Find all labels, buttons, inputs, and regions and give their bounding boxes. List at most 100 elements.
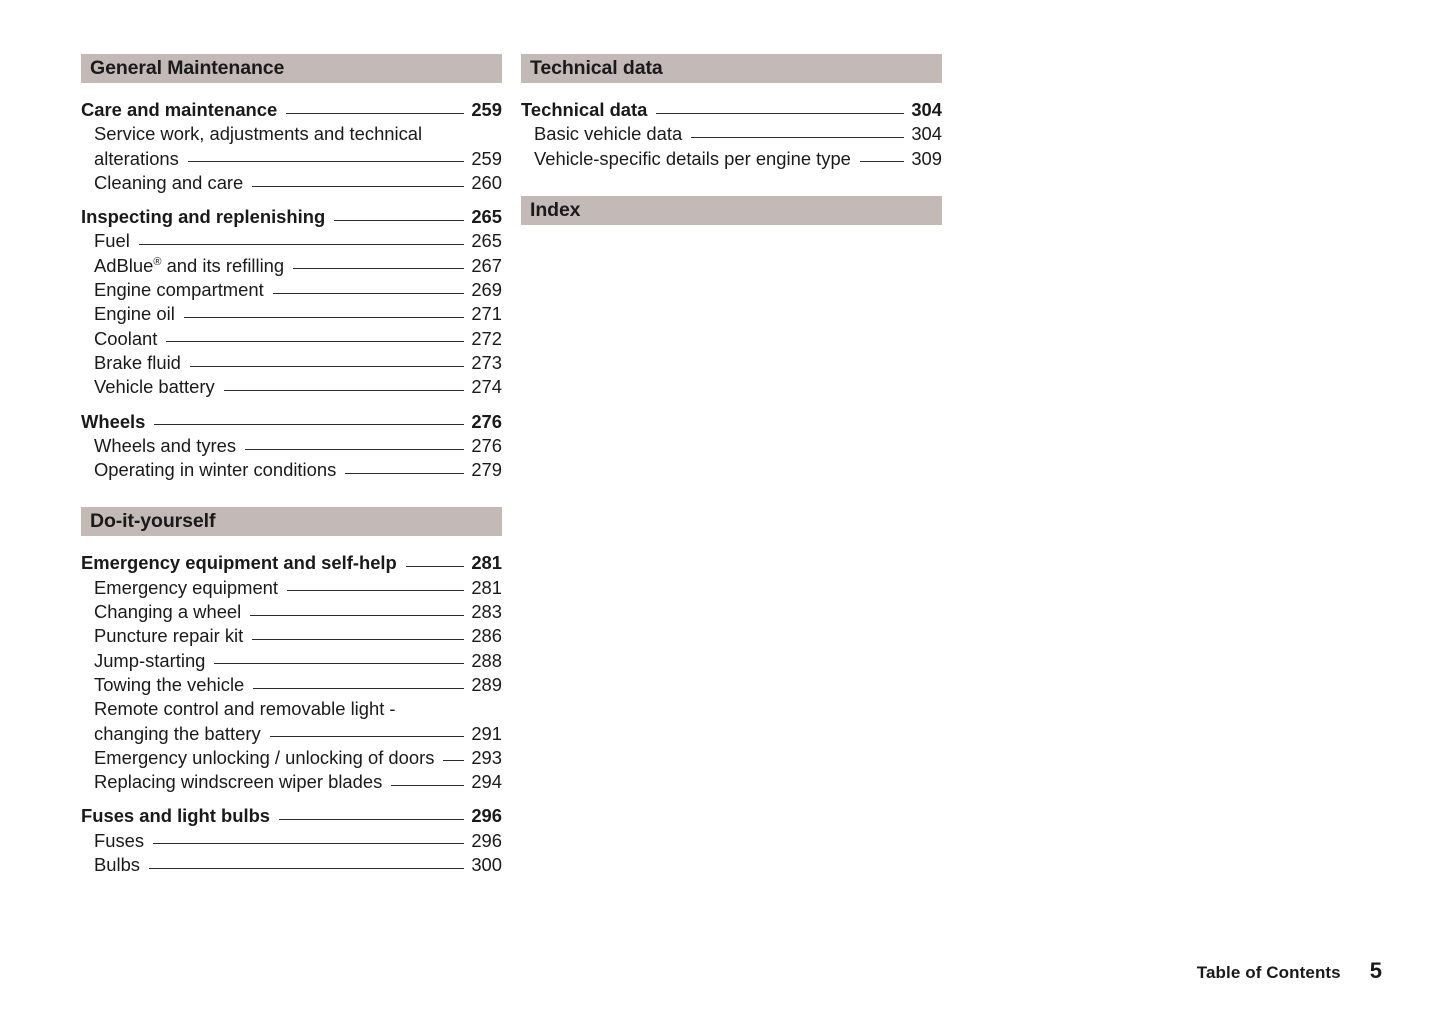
toc-entry-label: Emergency unlocking / unlocking of doors: [94, 746, 435, 768]
toc-chapter-entry[interactable]: Care and maintenance 259: [81, 98, 502, 122]
toc-leader-line: [269, 733, 465, 738]
toc-entry-label: Jump-starting: [94, 649, 206, 671]
toc-leader-line: [149, 865, 465, 869]
toc-entry-wrapped-line[interactable]: Service work, adjustments and technical: [81, 122, 502, 146]
toc-entry-page-number: 267: [471, 254, 502, 276]
toc-topic-entry[interactable]: AdBlue® and its refilling 267: [81, 254, 502, 278]
toc-topic-entry[interactable]: Puncture repair kit 286: [81, 624, 502, 648]
toc-entry-label: Coolant: [94, 327, 158, 349]
toc-leader-line: [223, 387, 465, 391]
toc-entry-label: Fuses and light bulbs: [81, 805, 271, 827]
page-footer: Table of Contents 5: [1197, 958, 1382, 984]
toc-entry-label: Cleaning and care: [94, 171, 244, 193]
toc-topic-entry[interactable]: Emergency equipment 281: [81, 576, 502, 600]
toc-leader-line: [656, 110, 905, 114]
toc-entry-page-number: 291: [471, 722, 502, 744]
toc-leader-line: [391, 782, 465, 786]
toc-leader-line: [293, 265, 465, 270]
toc-entry-label: alterations: [94, 147, 179, 169]
toc-leader-line: [443, 757, 465, 762]
toc-topic-entry[interactable]: Wheels and tyres 276: [81, 434, 502, 458]
toc-leader-line: [252, 636, 465, 640]
toc-topic-entry[interactable]: alterations 259: [81, 147, 502, 171]
toc-topic-entry[interactable]: Brake fluid 273: [81, 351, 502, 375]
toc-entry-page-number: 259: [471, 147, 502, 169]
toc-chapter-entry[interactable]: Technical data 304: [521, 98, 942, 122]
toc-chapter-entry[interactable]: Fuses and light bulbs 296: [81, 804, 502, 828]
toc-topic-entry[interactable]: Towing the vehicle 289: [81, 673, 502, 697]
toc-topic-entry[interactable]: Basic vehicle data 304: [521, 122, 942, 146]
toc-topic-entry[interactable]: Changing a wheel 283: [81, 600, 502, 624]
toc-entry-label: Engine compartment: [94, 279, 264, 301]
toc-leader-line: [286, 110, 465, 114]
toc-entry-label: Replacing windscreen wiper blades: [94, 771, 383, 793]
toc-entry-page-number: 304: [911, 99, 942, 120]
toc-entry-page-number: 272: [471, 327, 502, 349]
toc-entry-page-number: 293: [471, 746, 502, 768]
toc-leader-line: [272, 290, 465, 294]
toc-topic-entry[interactable]: Jump-starting 288: [81, 649, 502, 673]
toc-entry-label: Technical data: [521, 99, 648, 120]
toc-entry-label: Emergency equipment and self-help: [81, 552, 397, 574]
toc-topic-entry[interactable]: changing the battery 291: [81, 722, 502, 746]
toc-entry-label: Engine oil: [94, 303, 175, 325]
toc-topic-entry[interactable]: Vehicle battery 274: [81, 375, 502, 399]
toc-section-band: Technical data: [521, 54, 942, 83]
toc-topic-entry[interactable]: Coolant 272: [81, 327, 502, 351]
toc-entry-page-number: 309: [911, 147, 942, 169]
toc-entry-label: Wheels and tyres: [94, 434, 237, 456]
registered-trademark-icon: ®: [153, 255, 162, 268]
toc-section-title: Index: [530, 198, 581, 221]
toc-leader-line: [859, 158, 905, 163]
toc-chapter-entry[interactable]: Emergency equipment and self-help 281: [81, 551, 502, 575]
toc-entry-page-number: 265: [471, 230, 502, 252]
toc-entry-page-number: 274: [471, 376, 502, 398]
toc-entry-page-number: 265: [471, 206, 502, 228]
toc-entry-page-number: 294: [471, 771, 502, 793]
toc-entry-page-number: 296: [471, 805, 502, 827]
toc-entry-label: Bulbs: [94, 854, 141, 876]
toc-topic-entry[interactable]: Replacing windscreen wiper blades 294: [81, 770, 502, 794]
toc-entry-label: Inspecting and replenishing: [81, 206, 326, 228]
toc-chapter-entry[interactable]: Wheels 276: [81, 410, 502, 434]
toc-section-title: Do-it-yourself: [90, 510, 216, 533]
toc-entry-label: AdBlue® and its refilling: [94, 254, 285, 276]
toc-leader-line: [253, 685, 465, 689]
toc-topic-entry[interactable]: Fuel 265: [81, 229, 502, 253]
toc-entry-page-number: 288: [471, 649, 502, 671]
toc-topic-entry[interactable]: Fuses 296: [81, 829, 502, 853]
toc-chapter-entry[interactable]: Inspecting and replenishing 265: [81, 205, 502, 229]
toc-leader-line: [245, 446, 465, 450]
toc-entry-page-number: 269: [471, 279, 502, 301]
toc-topic-entry[interactable]: Engine compartment 269: [81, 278, 502, 302]
toc-entry-group: Inspecting and replenishing 265 Fuel 265 AdB…: [81, 205, 502, 399]
toc-entry-page-number: 281: [471, 552, 502, 574]
toc-topic-entry[interactable]: Vehicle-specific details per engine type…: [521, 147, 942, 171]
toc-topic-entry[interactable]: Emergency unlocking / unlocking of doors…: [81, 746, 502, 770]
toc-topic-entry[interactable]: Cleaning and care 260: [81, 171, 502, 195]
toc-topic-entry[interactable]: Operating in winter conditions 279: [81, 458, 502, 482]
toc-entry-page-number: 259: [471, 99, 502, 120]
toc-entry-page-number: 276: [471, 434, 502, 456]
toc-leader-line: [187, 158, 465, 163]
toc-entry-label: Care and maintenance: [81, 99, 278, 120]
toc-entry-page-number: 273: [471, 351, 502, 373]
toc-topic-entry[interactable]: Bulbs 300: [81, 853, 502, 877]
footer-page-number: 5: [1369, 958, 1382, 983]
toc-leader-line: [252, 183, 465, 187]
toc-entry-wrapped-line[interactable]: Remote control and removable light -: [81, 697, 502, 721]
toc-entry-label: changing the battery: [94, 722, 261, 744]
toc-entry-label: Vehicle-specific details per engine type: [534, 147, 851, 169]
toc-entry-page-number: 296: [471, 829, 502, 851]
toc-entry-group: Emergency equipment and self-help 281 Emer…: [81, 551, 502, 794]
toc-entry-page-number: 300: [471, 854, 502, 876]
toc-leader-line: [154, 421, 465, 426]
toc-section-title: Technical data: [530, 56, 663, 79]
toc-leader-line: [153, 840, 465, 845]
toc-topic-entry[interactable]: Engine oil 271: [81, 302, 502, 326]
toc-entry-label: Changing a wheel: [94, 601, 242, 623]
toc-entry-page-number: 260: [471, 171, 502, 193]
toc-leader-line: [166, 338, 465, 343]
toc-leader-line: [138, 241, 465, 246]
